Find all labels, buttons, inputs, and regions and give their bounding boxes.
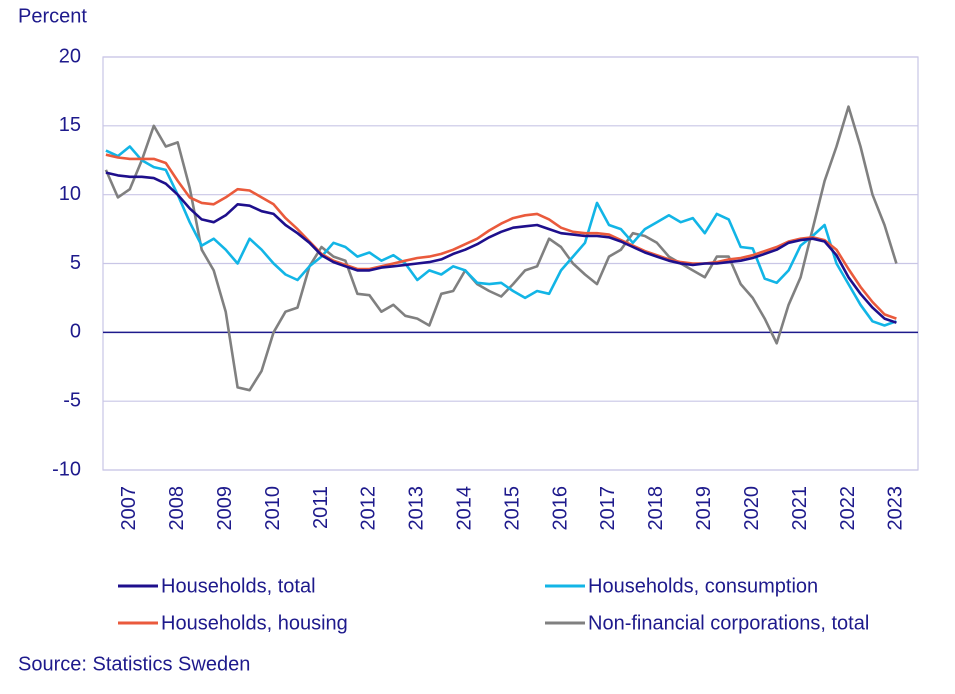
x-tick-label: 2023 <box>885 486 907 531</box>
source: Source: Statistics Sweden <box>18 653 250 675</box>
legend-label: Non-financial corporations, total <box>588 612 869 634</box>
series-line <box>104 105 898 392</box>
x-tick-label: 2014 <box>454 486 476 531</box>
series-line <box>105 153 897 320</box>
y-tick-label: 5 <box>70 252 81 274</box>
series-line <box>105 171 897 324</box>
legend-label: Households, total <box>161 575 316 597</box>
y-tick-label: -5 <box>63 389 81 411</box>
x-tick-label: 2020 <box>741 486 763 531</box>
x-tick-label: 2015 <box>501 486 523 531</box>
x-tick-label: 2009 <box>214 486 236 531</box>
y-tick-label: -10 <box>52 458 81 480</box>
x-tick-label: 2016 <box>549 486 571 531</box>
x-tick-label: 2019 <box>693 486 715 531</box>
legend-label: Households, housing <box>161 612 348 634</box>
x-tick-label: 2007 <box>118 486 140 531</box>
x-tick-label: 2013 <box>406 486 428 531</box>
legend-label: Households, consumption <box>588 575 818 597</box>
x-tick-label: 2011 <box>310 486 332 529</box>
x-tick-label: 2018 <box>645 486 667 531</box>
x-tick-label: 2017 <box>597 486 619 531</box>
y-tick-label: 15 <box>59 114 81 136</box>
y-axis-label: Percent <box>18 5 87 27</box>
y-tick-label: 0 <box>70 321 81 343</box>
x-tick-label: 2012 <box>358 486 380 531</box>
x-tick-label: 2010 <box>262 486 284 531</box>
y-tick-label: 10 <box>59 183 81 205</box>
x-tick-label: 2022 <box>837 486 859 531</box>
x-tick-label: 2021 <box>789 486 811 531</box>
y-tick-label: 20 <box>59 45 81 67</box>
x-tick-label: 2008 <box>166 486 188 531</box>
series-line <box>105 145 897 327</box>
